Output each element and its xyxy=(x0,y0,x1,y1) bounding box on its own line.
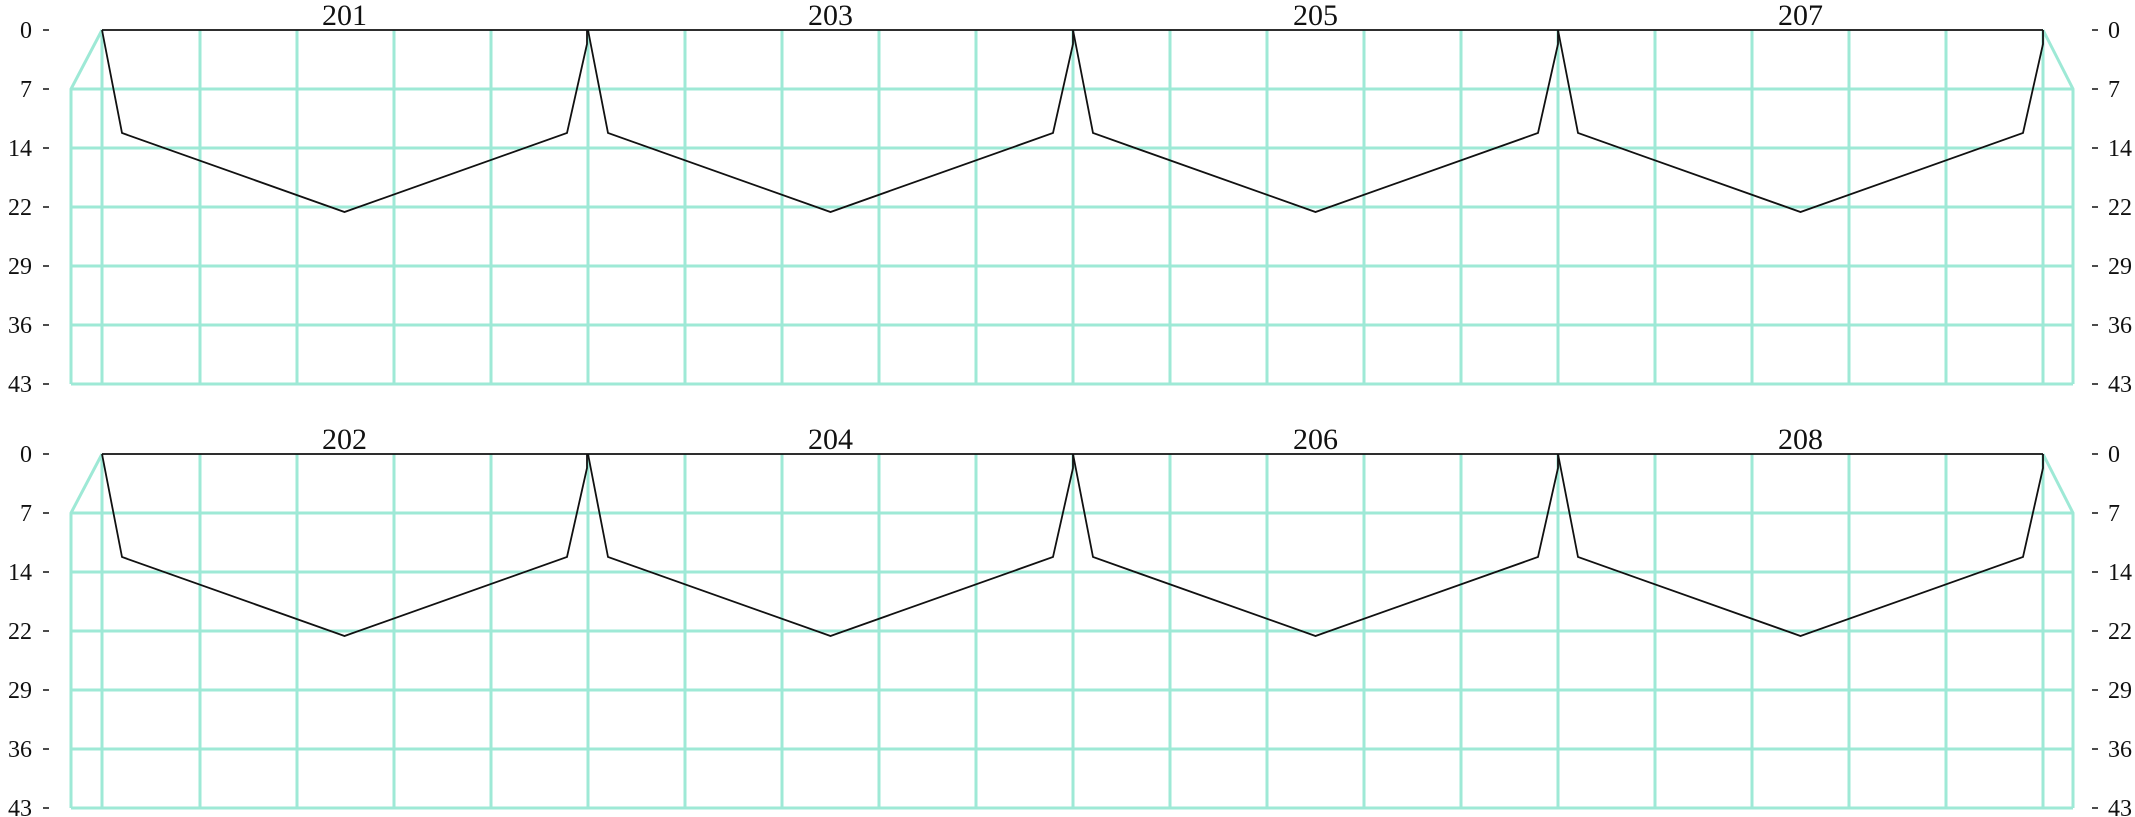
section-label: 207 xyxy=(1778,0,1823,32)
section-label: 202 xyxy=(322,423,367,456)
y-tick-label-left: 36 xyxy=(8,737,32,763)
y-tick-label-left: 22 xyxy=(8,195,32,221)
y-tick-label-left: 22 xyxy=(8,619,32,645)
y-tick-label-left: 43 xyxy=(8,372,32,398)
section-label: 205 xyxy=(1293,0,1338,32)
left-border xyxy=(69,453,104,808)
section-profile xyxy=(101,29,588,213)
section-label: 203 xyxy=(808,0,853,32)
y-tick-label-right: 29 xyxy=(2108,678,2132,704)
y-tick-label-right: 0 xyxy=(2108,18,2120,44)
y-tick-label-right: 14 xyxy=(2108,136,2132,162)
section-profile xyxy=(1557,453,2044,637)
y-tick-label-right: 36 xyxy=(2108,313,2132,339)
y-tick-label-right: 14 xyxy=(2108,560,2132,586)
y-tick-label-right: 36 xyxy=(2108,737,2132,763)
y-tick-label-left: 43 xyxy=(8,796,32,817)
section-profile xyxy=(1557,29,2044,213)
y-tick-label-right: 0 xyxy=(2108,442,2120,468)
section-profile xyxy=(587,453,1074,637)
y-tick-label-right: 43 xyxy=(2108,372,2132,398)
y-tick-label-right: 22 xyxy=(2108,195,2132,221)
section-profile xyxy=(1072,29,1559,213)
y-tick-label-right: 29 xyxy=(2108,254,2132,280)
section-profile xyxy=(587,29,1074,213)
y-tick-label-left: 7 xyxy=(20,501,32,527)
section-label: 201 xyxy=(322,0,367,32)
y-tick-label-left: 29 xyxy=(8,678,32,704)
section-label: 206 xyxy=(1293,423,1338,456)
y-tick-label-left: 14 xyxy=(8,560,32,586)
y-tick-label-left: 7 xyxy=(20,77,32,103)
section-row-1: 201 203 205 207 0 0 7 7 14 14 22 22 29 29 36 36 43 43 xyxy=(8,0,2132,398)
left-border xyxy=(69,29,104,384)
section-label: 208 xyxy=(1778,423,1823,456)
right-border xyxy=(2041,453,2075,808)
y-tick-label-left: 0 xyxy=(20,442,32,468)
section-row-2: 202 204 206 208 0 0 7 7 14 14 22 22 29 29 36 36 43 43 xyxy=(8,423,2132,817)
y-tick-label-left: 36 xyxy=(8,313,32,339)
right-border xyxy=(2041,29,2075,384)
section-profile xyxy=(1072,453,1559,637)
y-tick-label-right: 7 xyxy=(2108,501,2120,527)
y-tick-label-right: 43 xyxy=(2108,796,2132,817)
grid xyxy=(69,453,2075,810)
section-label: 204 xyxy=(808,423,853,456)
y-tick-label-left: 29 xyxy=(8,254,32,280)
section-profile xyxy=(101,453,588,637)
y-tick-label-right: 7 xyxy=(2108,77,2120,103)
y-tick-label-right: 22 xyxy=(2108,619,2132,645)
y-tick-label-left: 0 xyxy=(20,18,32,44)
grid xyxy=(69,29,2075,386)
y-tick-label-left: 14 xyxy=(8,136,32,162)
